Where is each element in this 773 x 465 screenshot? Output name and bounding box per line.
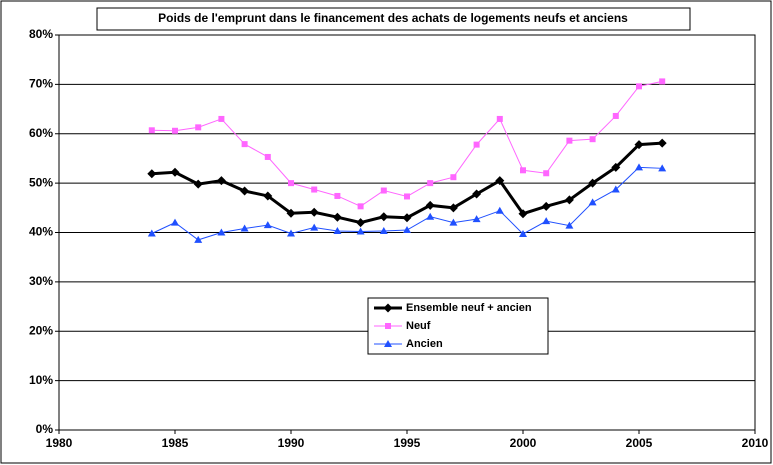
title-box [96, 7, 691, 31]
legend-label: Ancien [406, 338, 443, 350]
marker [659, 78, 666, 85]
marker [240, 186, 250, 196]
marker [383, 303, 393, 313]
marker [611, 162, 621, 172]
y-tick-label: 50% [29, 175, 53, 189]
marker [589, 136, 596, 143]
x-tick-label: 2000 [510, 436, 537, 450]
marker [218, 115, 225, 122]
marker [170, 167, 180, 177]
chart-title: Poids de l'emprunt dans le financement d… [158, 11, 628, 25]
legend-label: Ensemble neuf + ancien [406, 302, 532, 314]
marker [379, 212, 389, 222]
marker [518, 209, 528, 219]
marker [496, 115, 503, 122]
y-tick-label: 0% [36, 422, 54, 436]
marker [448, 203, 458, 213]
marker [287, 229, 295, 237]
marker [519, 229, 527, 237]
x-tick-label: 1990 [278, 436, 305, 450]
marker [426, 212, 435, 220]
x-tick-label: 1980 [46, 436, 73, 450]
y-tick-label: 30% [29, 274, 53, 288]
marker [288, 180, 294, 187]
marker [334, 192, 341, 199]
y-tick-label: 60% [29, 126, 53, 140]
marker [384, 340, 392, 347]
marker [425, 200, 435, 210]
marker [472, 215, 481, 223]
marker [495, 176, 505, 186]
y-tick-label: 10% [29, 373, 53, 387]
marker [402, 213, 412, 223]
marker [379, 227, 388, 235]
marker [495, 206, 504, 214]
marker [564, 195, 574, 205]
marker [612, 112, 619, 119]
marker [264, 153, 271, 160]
marker [543, 170, 550, 177]
x-tick-label: 1985 [162, 436, 189, 450]
marker [356, 227, 365, 235]
marker [403, 226, 411, 234]
marker [311, 186, 318, 193]
marker [636, 83, 642, 90]
marker [657, 138, 667, 148]
marker [635, 163, 643, 171]
marker [194, 235, 203, 243]
marker [542, 217, 551, 225]
marker [427, 180, 434, 187]
x-tick-label: 2010 [742, 436, 769, 450]
y-tick-label: 40% [29, 225, 53, 239]
marker [404, 193, 410, 200]
marker [449, 218, 458, 226]
marker [357, 203, 364, 210]
marker [541, 201, 551, 211]
marker [565, 221, 574, 229]
marker [588, 178, 598, 188]
marker [263, 221, 272, 229]
legend-label: Neuf [406, 320, 431, 332]
marker [171, 218, 179, 226]
marker [566, 137, 573, 144]
marker [147, 169, 157, 179]
marker [332, 212, 342, 222]
marker [147, 229, 156, 237]
marker [473, 141, 480, 148]
marker [356, 218, 366, 228]
marker [309, 207, 319, 217]
marker [520, 167, 526, 174]
y-tick-label: 20% [29, 323, 53, 337]
y-tick-label: 70% [29, 77, 53, 91]
x-tick-label: 2005 [626, 436, 653, 450]
marker [172, 127, 178, 134]
marker [148, 127, 155, 134]
marker [216, 176, 226, 186]
marker [385, 323, 391, 329]
marker [240, 224, 249, 232]
marker [195, 124, 202, 131]
marker [193, 179, 203, 189]
marker [658, 164, 667, 172]
marker [217, 228, 226, 236]
marker [241, 141, 248, 148]
marker [472, 189, 482, 199]
marker [263, 191, 273, 201]
marker [286, 208, 296, 218]
x-tick-label: 1995 [394, 436, 421, 450]
y-tick-label: 80% [29, 27, 53, 41]
marker [310, 223, 319, 231]
marker [380, 187, 387, 194]
marker [634, 140, 644, 150]
marker [333, 227, 342, 235]
marker [611, 185, 620, 193]
marker [450, 174, 457, 181]
marker [588, 198, 597, 206]
